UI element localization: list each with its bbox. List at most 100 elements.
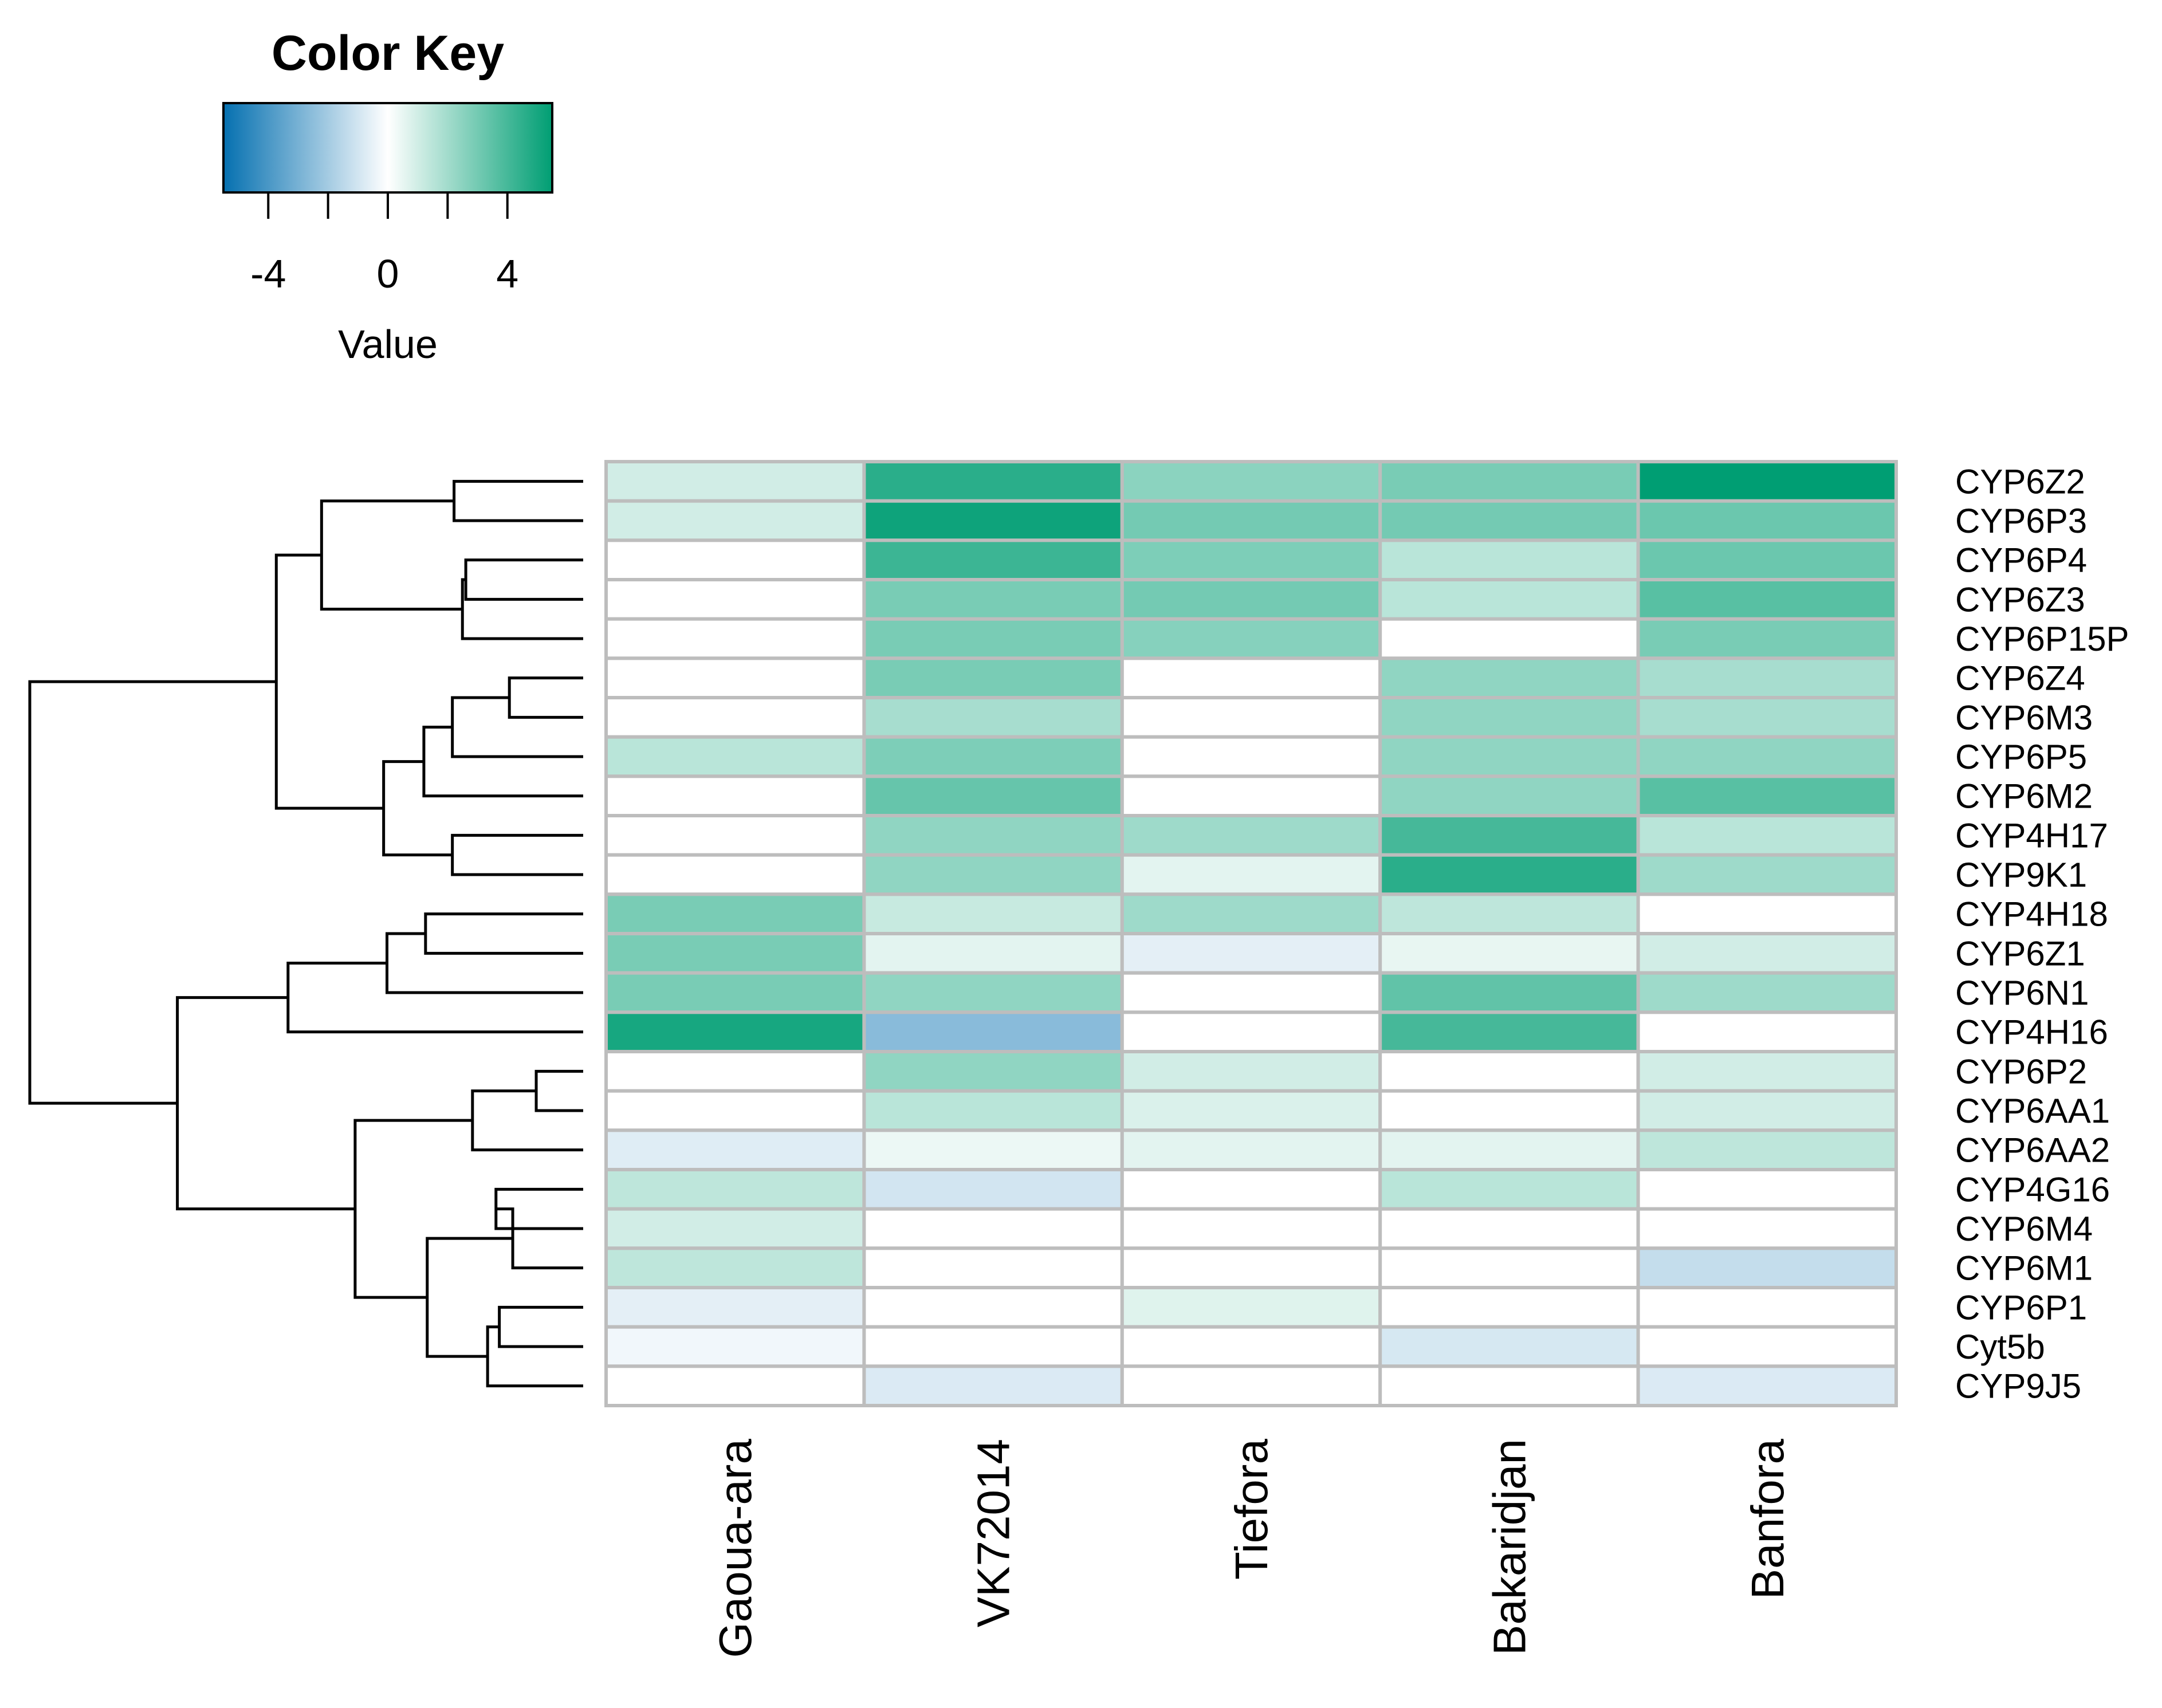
heatmap-cell [1378, 656, 1640, 700]
heatmap-cell [1120, 1168, 1382, 1211]
heatmap-cell [604, 814, 866, 857]
dendrogram-branch [464, 558, 583, 601]
row-label: CYP6Z4 [1955, 659, 2085, 698]
column-labels: Gaoua-ara VK72014 Tiefora Bakaridjan Banfora [710, 1438, 1793, 1658]
row-label: CYP6Z2 [1955, 462, 2085, 501]
row-label: CYP4H16 [1955, 1013, 2108, 1052]
heatmap-cell [1120, 499, 1382, 542]
heatmap-cell [1378, 1128, 1640, 1172]
heatmap-cell [604, 1246, 866, 1289]
heatmap-cell [604, 1128, 866, 1172]
heatmap-cell [862, 735, 1124, 778]
row-label: CYP9J5 [1955, 1367, 2081, 1406]
heatmap-cell [1120, 735, 1382, 778]
heatmap-cell [1378, 1246, 1640, 1289]
row-label: CYP6P3 [1955, 502, 2087, 540]
color-key-label: Value [338, 322, 438, 367]
heatmap-cell [1378, 499, 1640, 542]
row-labels: CYP6Z2CYP6P3CYP6P4CYP6Z3CYP6P15PCYP6Z4CY… [1955, 462, 2129, 1405]
heatmap-cell [862, 696, 1124, 739]
row-label: CYP6P15P [1955, 620, 2129, 658]
row-label: CYP4H18 [1955, 895, 2108, 934]
heatmap-cell [604, 853, 866, 896]
heatmap-cell [604, 774, 866, 818]
dendrogram-branch [176, 996, 355, 1211]
heatmap-cell [1636, 578, 1898, 621]
heatmap-cell [604, 617, 866, 660]
heatmap-cell [1636, 1050, 1898, 1093]
heatmap-cell [862, 499, 1124, 542]
row-label: CYP6P5 [1955, 738, 2087, 776]
heatmap-cell [1378, 853, 1640, 896]
row-label: CYP6M2 [1955, 777, 2093, 816]
dendrogram-branch [451, 696, 583, 758]
dendrogram-branch [471, 1089, 583, 1152]
row-label: CYP6AA1 [1955, 1092, 2110, 1130]
heatmap-cell [1120, 1325, 1382, 1368]
heatmap-cell [1636, 1168, 1898, 1211]
row-label: CYP6P1 [1955, 1288, 2087, 1327]
heatmap-cell [604, 971, 866, 1014]
column-label: Gaoua-ara [710, 1439, 761, 1658]
heatmap-cell [862, 1364, 1124, 1407]
color-key-gradient [222, 102, 553, 194]
heatmap-cell [604, 1207, 866, 1250]
row-label: CYP6P2 [1955, 1052, 2087, 1091]
heatmap-cell [1120, 1089, 1382, 1132]
heatmap-cell [604, 1050, 866, 1093]
heatmap-cell [1636, 617, 1898, 660]
heatmap-cell [1378, 460, 1640, 503]
heatmap-cell [1636, 1128, 1898, 1172]
heatmap-cell [1378, 932, 1640, 975]
color-key-tick-label: 0 [377, 251, 399, 296]
heatmap-cell [1636, 853, 1898, 896]
heatmap-cell [1636, 814, 1898, 857]
heatmap-cell [1378, 892, 1640, 936]
heatmap-cell [1636, 735, 1898, 778]
dendrogram-branch [386, 932, 583, 994]
heatmap-cell [604, 1364, 866, 1407]
heatmap-cell [1378, 1089, 1640, 1132]
dendrogram-branch [508, 676, 583, 719]
heatmap-cell [1120, 656, 1382, 700]
heatmap-cell [1120, 1010, 1382, 1054]
color-key-tick-label: 4 [496, 251, 518, 296]
heatmap-cell [1120, 1286, 1382, 1329]
heatmap-cell [604, 656, 866, 700]
heatmap-cell [862, 578, 1124, 621]
heatmap-cell [1120, 892, 1382, 936]
heatmap-cell [1120, 578, 1382, 621]
heatmap-cell [1378, 1010, 1640, 1054]
heatmap-cell [1636, 1010, 1898, 1054]
heatmap-cell [862, 656, 1124, 700]
column-label: Tiefora [1226, 1438, 1277, 1580]
heatmap-cell [1636, 1364, 1898, 1407]
heatmap-cell [1120, 460, 1382, 503]
row-label: CYP6Z3 [1955, 580, 2085, 619]
heatmap-cell [1636, 774, 1898, 818]
heatmap-cell [1120, 932, 1382, 975]
heatmap-cell [1378, 735, 1640, 778]
heatmap-cell [1378, 1325, 1640, 1368]
heatmap-cell [1636, 932, 1898, 975]
heatmap-cell [604, 1286, 866, 1329]
dendrogram-branch [451, 833, 583, 876]
heatmap-cell [862, 1010, 1124, 1054]
heatmap-cell [1636, 499, 1898, 542]
color-key-axis: -4 0 4 [250, 192, 518, 296]
heatmap-cell [1636, 892, 1898, 936]
heatmap-cell [862, 1325, 1124, 1368]
row-label: CYP6N1 [1955, 974, 2089, 1012]
heatmap-cell [1120, 538, 1382, 581]
heatmap-cell [1636, 1207, 1898, 1250]
heatmap-cell [1120, 1364, 1382, 1407]
dendrogram-branch [28, 680, 277, 1105]
heatmap-cell [1120, 853, 1382, 896]
row-label: CYP6M4 [1955, 1210, 2093, 1248]
heatmap-cell [862, 1286, 1124, 1329]
row-dendrogram [28, 479, 583, 1388]
heatmap-cell [1636, 1246, 1898, 1289]
heatmap-cell [862, 617, 1124, 660]
row-label: CYP6M1 [1955, 1249, 2093, 1288]
